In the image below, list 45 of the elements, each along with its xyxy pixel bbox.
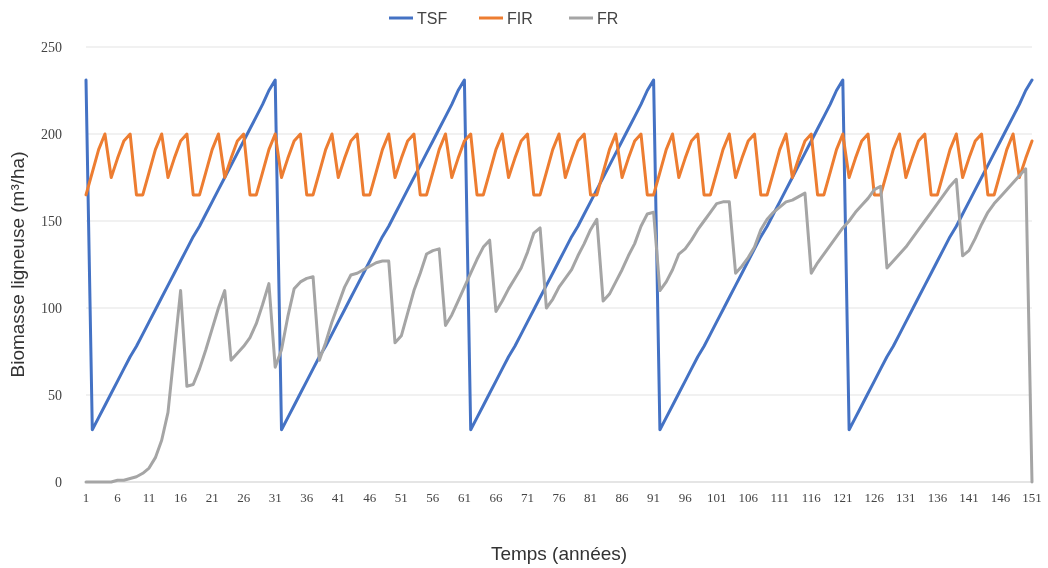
y-tick-label: 200: [41, 126, 62, 142]
x-tick-label: 86: [615, 490, 630, 505]
line-series: [84, 78, 1034, 432]
x-tick-label: 146: [990, 490, 1011, 505]
y-tick-label: 0: [55, 474, 62, 490]
x-tick-label: 76: [552, 490, 566, 505]
x-tick-label: 11: [142, 490, 156, 505]
x-tick-label: 126: [864, 490, 885, 505]
x-axis-title: Temps (années): [490, 543, 628, 564]
line-series: [84, 167, 1034, 484]
y-tick-label: 250: [41, 39, 62, 55]
x-tick-label: 31: [268, 490, 282, 505]
legend-label: TSF: [417, 9, 448, 27]
x-tick-label: 36: [300, 490, 314, 505]
legend-label: FIR: [507, 9, 533, 27]
legend-label: FR: [597, 9, 619, 27]
x-tick-label: 21: [205, 490, 219, 505]
x-tick-label: 66: [489, 490, 503, 505]
x-tick-label: 121: [833, 490, 853, 505]
y-tick-label: 50: [48, 387, 62, 403]
line-series: [84, 132, 1034, 197]
x-tick-label: 46: [363, 490, 377, 505]
x-tick-label: 136: [927, 490, 948, 505]
x-tick-label: 116: [801, 490, 822, 505]
x-tick-label: 81: [584, 490, 598, 505]
y-tick-label: 150: [41, 213, 62, 229]
x-tick-label: 131: [896, 490, 916, 505]
x-tick-label: 151: [1022, 490, 1042, 505]
x-tick-label: 71: [520, 490, 534, 505]
x-tick-label: 61: [457, 490, 471, 505]
x-tick-label: 111: [770, 490, 790, 505]
x-tick-label: 91: [647, 490, 661, 505]
x-tick-label: 16: [174, 490, 188, 505]
x-tick-label: 26: [237, 490, 251, 505]
x-tick-label: 56: [426, 490, 440, 505]
x-tick-label: 141: [959, 490, 979, 505]
x-tick-label: 6: [114, 490, 122, 505]
x-tick-label: 106: [738, 490, 759, 505]
x-tick-label: 96: [678, 490, 693, 505]
y-axis-title: Biomasse ligneuse (m³/ha): [7, 151, 28, 378]
x-tick-label: 41: [331, 490, 345, 505]
x-tick-label: 1: [82, 490, 90, 505]
y-tick-label: 100: [41, 300, 62, 316]
x-tick-label: 101: [706, 490, 727, 505]
x-tick-label: 51: [394, 490, 408, 505]
